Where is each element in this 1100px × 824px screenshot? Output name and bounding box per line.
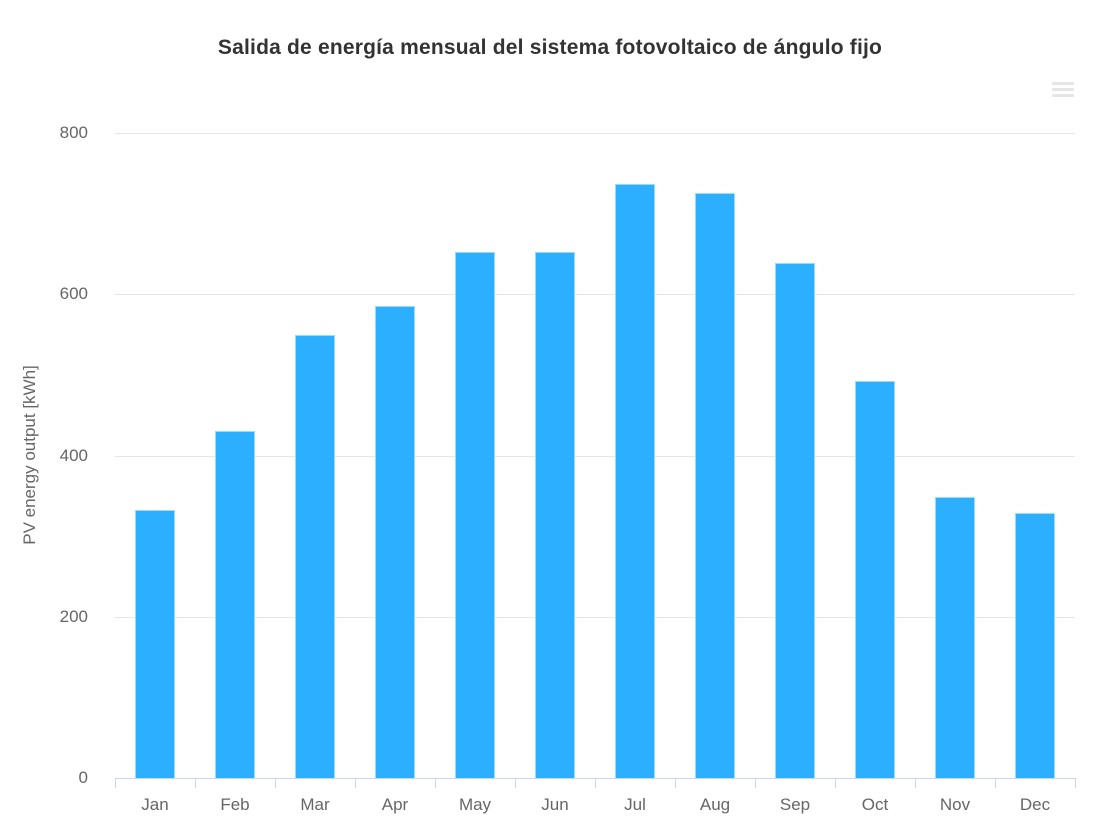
x-axis-tick bbox=[595, 778, 596, 788]
bar-mar[interactable] bbox=[295, 335, 335, 778]
x-tick-label-feb: Feb bbox=[220, 795, 250, 814]
bar-sep[interactable] bbox=[775, 262, 815, 778]
bar-apr[interactable] bbox=[375, 305, 415, 778]
chart-context-menu-icon[interactable] bbox=[1052, 82, 1074, 97]
x-axis-tick bbox=[515, 778, 516, 788]
x-tick-label-mar: Mar bbox=[300, 795, 330, 814]
x-tick-label-may: May bbox=[458, 795, 492, 814]
bar-jun[interactable] bbox=[535, 252, 575, 778]
x-tick-label-jul: Jul bbox=[624, 795, 646, 814]
gridline-800 bbox=[115, 133, 1075, 134]
x-axis-tick bbox=[755, 778, 756, 788]
x-axis-tick bbox=[355, 778, 356, 788]
x-tick-label-jun: Jun bbox=[541, 795, 569, 814]
x-tick-label-sep: Sep bbox=[779, 795, 811, 814]
bar-may[interactable] bbox=[455, 252, 495, 778]
y-tick-label-0: 0 bbox=[78, 768, 88, 787]
hamburger-line bbox=[1052, 82, 1074, 85]
gridline-400 bbox=[115, 455, 1075, 457]
x-axis-tick bbox=[115, 778, 116, 788]
hamburger-line bbox=[1052, 88, 1074, 91]
x-tick-label-jan: Jan bbox=[141, 795, 169, 814]
y-tick-label-800: 800 bbox=[59, 123, 88, 142]
gridline-200 bbox=[115, 616, 1075, 618]
x-axis-tick bbox=[995, 778, 996, 788]
bar-oct[interactable] bbox=[855, 381, 895, 778]
hamburger-line bbox=[1052, 94, 1074, 97]
x-tick-label-dec: Dec bbox=[1019, 795, 1051, 814]
x-axis-tick bbox=[1075, 778, 1076, 788]
gridline-600 bbox=[115, 294, 1075, 296]
x-tick-label-apr: Apr bbox=[381, 795, 409, 814]
x-axis-tick bbox=[915, 778, 916, 788]
x-tick-label-nov: Nov bbox=[939, 795, 971, 814]
bar-dec[interactable] bbox=[1015, 512, 1055, 778]
y-tick-label-400: 400 bbox=[59, 445, 88, 465]
x-tick-label-aug: Aug bbox=[699, 795, 731, 814]
y-tick-label-200: 200 bbox=[59, 606, 88, 626]
bar-jul[interactable] bbox=[615, 183, 655, 778]
chart-title: Salida de energía mensual del sistema fo… bbox=[217, 36, 883, 59]
bar-jan[interactable] bbox=[135, 510, 175, 778]
x-tick-label-oct: Oct bbox=[861, 795, 889, 814]
y-tick-label-600: 600 bbox=[59, 284, 88, 304]
bar-feb[interactable] bbox=[215, 431, 255, 778]
bar-nov[interactable] bbox=[935, 496, 975, 778]
bar-aug[interactable] bbox=[695, 192, 735, 778]
x-axis-tick bbox=[675, 778, 676, 788]
x-axis-tick bbox=[195, 778, 196, 788]
x-axis-tick bbox=[275, 778, 276, 788]
x-axis-tick bbox=[835, 778, 836, 788]
x-axis-tick bbox=[435, 778, 436, 788]
